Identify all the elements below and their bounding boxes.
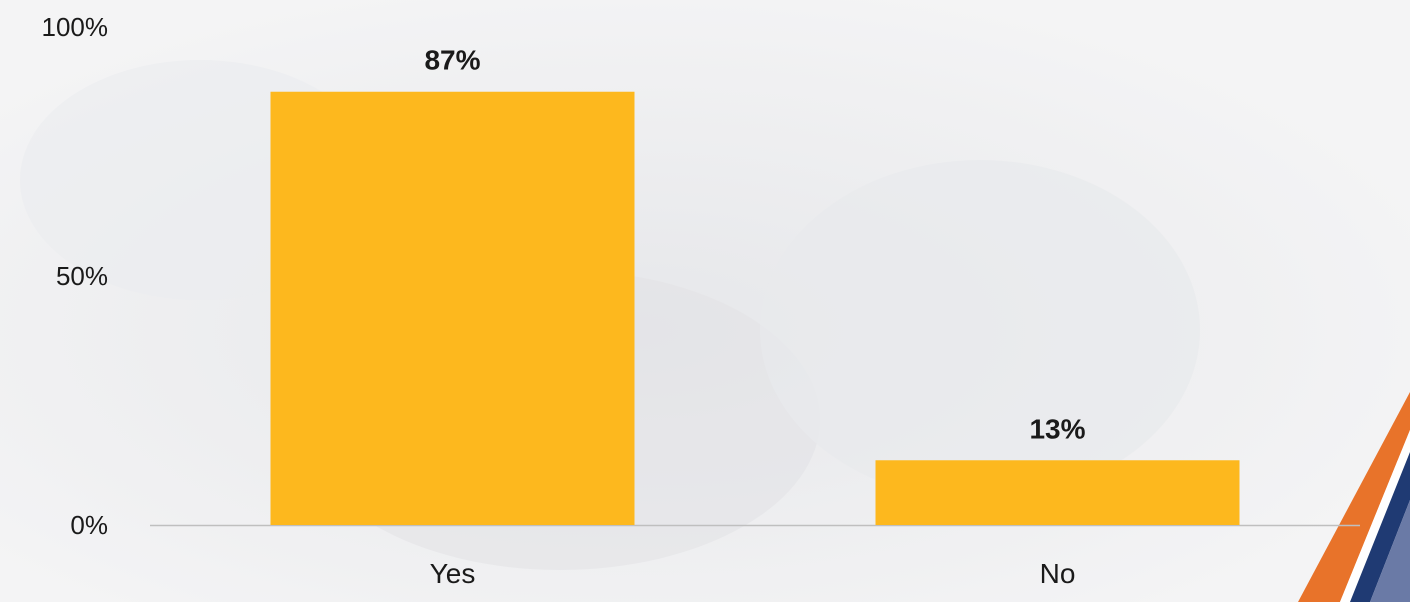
y-tick-label: 100%: [42, 12, 109, 42]
y-tick-label: 0%: [70, 510, 108, 540]
data-label-yes: 87%: [424, 45, 480, 76]
bars: [270, 91, 1240, 526]
category-label-no: No: [1040, 558, 1076, 589]
data-label-no: 13%: [1029, 413, 1085, 444]
stripe-orange: [1298, 392, 1410, 602]
bar-yes: [270, 91, 635, 526]
stripe-white: [1340, 430, 1410, 602]
data-labels: 87% 13%: [424, 45, 1085, 445]
stripe-photo: [1370, 500, 1410, 602]
y-tick-label: 50%: [56, 261, 108, 291]
y-axis-ticks: 0% 50% 100%: [42, 12, 109, 540]
category-labels: Yes No: [430, 558, 1076, 589]
stripe-navy: [1350, 452, 1410, 602]
category-label-yes: Yes: [430, 558, 476, 589]
bar-no: [875, 460, 1240, 525]
